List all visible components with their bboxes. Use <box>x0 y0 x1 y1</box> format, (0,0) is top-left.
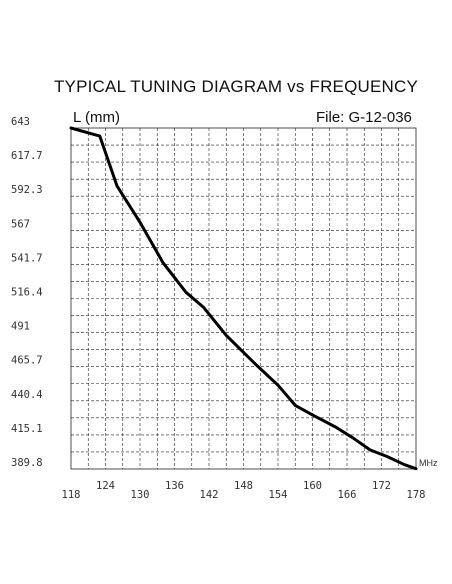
y-tick-label: 465.7 <box>11 355 43 367</box>
x-tick-label: 178 <box>407 489 426 501</box>
x-tick-label: 124 <box>96 480 115 492</box>
y-tick-label: 541.7 <box>11 252 43 264</box>
x-tick-label: 148 <box>234 480 253 492</box>
chart-title: TYPICAL TUNING DIAGRAM vs FREQUENCY <box>54 77 418 96</box>
y-axis-label: L (mm) <box>73 109 120 126</box>
y-tick-label: 516.4 <box>11 287 43 299</box>
x-tick-labels: 118 124 130 136 142 148 154 160 166 172 178 <box>62 480 426 501</box>
series-group <box>69 126 418 471</box>
x-tick-label: 172 <box>372 480 391 492</box>
y-tick-label: 440.4 <box>11 389 43 401</box>
y-tick-label: 491 <box>11 321 30 333</box>
series-line <box>69 126 418 471</box>
y-tick-label: 389.8 <box>11 457 43 469</box>
plot-frame <box>70 127 417 470</box>
x-axis-unit: MHz <box>419 458 438 468</box>
y-tick-labels: 643 617.7 592.3 567 541.7 516.4 491 465.7 440.4 4… <box>11 116 43 469</box>
x-tick-label: 154 <box>269 489 288 501</box>
x-tick-label: 160 <box>303 480 322 492</box>
x-tick-label: 136 <box>165 480 184 492</box>
x-tick-label: 130 <box>131 489 150 501</box>
x-tick-label: 118 <box>62 489 81 501</box>
grid <box>70 127 417 470</box>
y-tick-label: 567 <box>11 218 30 230</box>
y-tick-label: 643 <box>11 116 30 128</box>
x-tick-label: 166 <box>338 489 357 501</box>
y-tick-label: 592.3 <box>11 184 43 196</box>
y-tick-label: 617.7 <box>11 150 43 162</box>
x-tick-label: 142 <box>200 489 219 501</box>
y-tick-label: 415.1 <box>11 423 43 435</box>
file-label: File: G-12-036 <box>316 109 412 126</box>
